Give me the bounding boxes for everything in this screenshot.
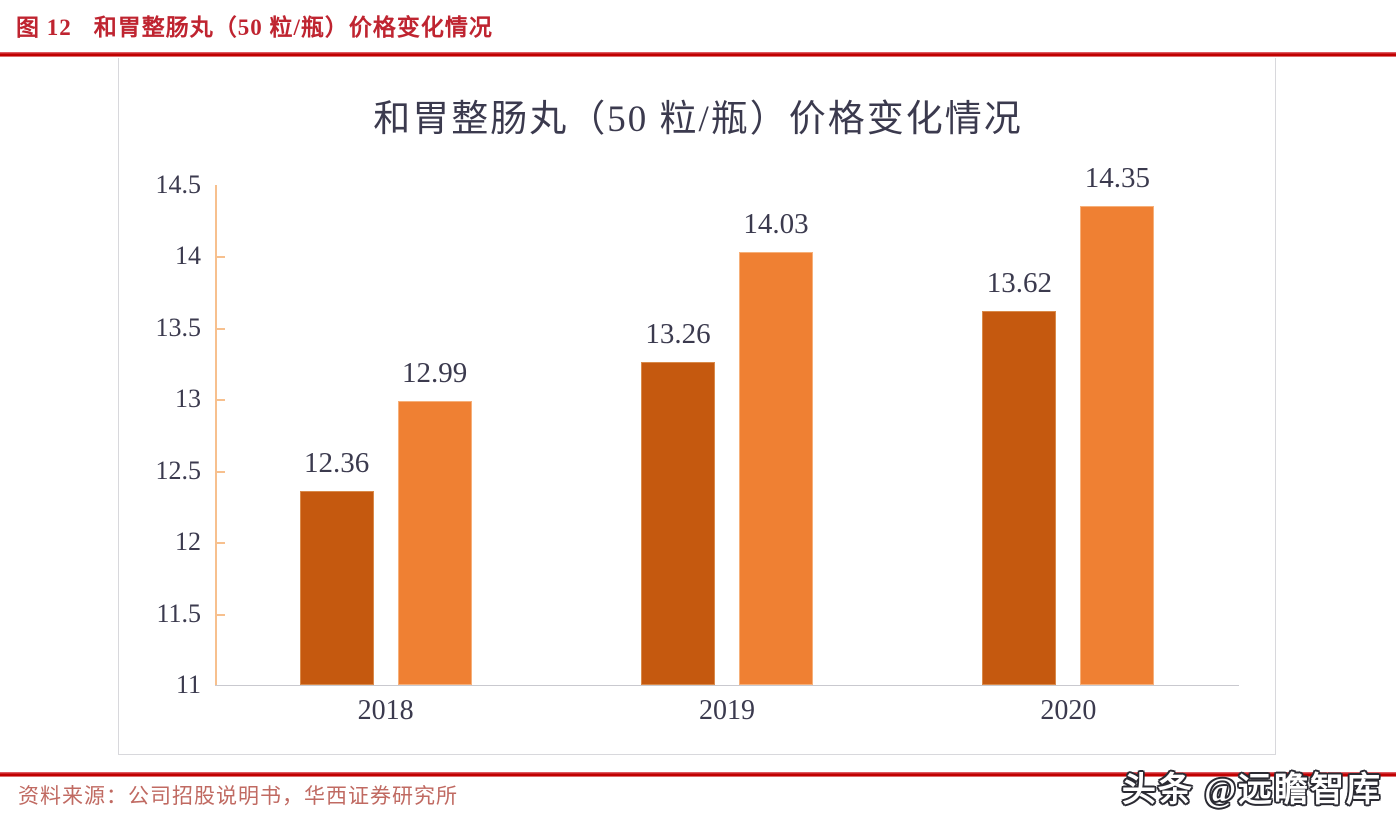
y-axis-tick-mark: [217, 327, 225, 330]
bar-2019-series-dark: [641, 362, 715, 685]
x-axis-tick-label: 2019: [699, 695, 755, 726]
y-axis-tick-mark: [217, 256, 225, 259]
bar-2020-series-dark: [982, 310, 1057, 685]
y-axis-tick-label: 14: [175, 241, 201, 271]
x-axis-baseline: [215, 685, 1239, 686]
bar-2018-series-dark: [299, 490, 374, 685]
chart-container: 和胃整肠丸（50 粒/瓶）价格变化情况 11 11.5 12 12.5 13 13.5 14…: [118, 58, 1276, 755]
bar-2020-series-light: [1080, 206, 1155, 685]
header-divider-rule: [0, 52, 1396, 57]
y-axis-tick-mark: [217, 613, 225, 616]
bar-2018-series-light: [397, 400, 472, 685]
bar-value-label: 13.26: [645, 318, 711, 351]
y-axis-tick-label: 13: [175, 384, 201, 414]
bar-value-label: 13.62: [986, 266, 1052, 299]
x-axis-tick-label: 2018: [357, 695, 414, 726]
bar-2019-series-light: [739, 252, 813, 685]
y-axis-tick-label: 12: [175, 527, 201, 557]
bar-value-label: 14.35: [1084, 162, 1150, 195]
figure-header: 图 12 和胃整肠丸（50 粒/瓶）价格变化情况: [0, 0, 1396, 58]
plot-area: 11 11.5 12 12.5 13 13.5 14 14.5 12.36 12.99 13.26…: [119, 58, 1277, 755]
figure-title: 和胃整肠丸（50 粒/瓶）价格变化情况: [93, 15, 493, 40]
y-axis-line: [215, 185, 217, 686]
figure-number: 图 12: [16, 15, 72, 40]
x-axis-tick-label: 2020: [1040, 695, 1097, 726]
y-axis-tick-label: 13.5: [155, 312, 202, 342]
y-axis-tick-mark: [217, 470, 225, 473]
y-axis-tick-label: 11.5: [156, 598, 201, 628]
footer-divider-rule: [0, 772, 1396, 777]
y-axis-tick-label: 14.5: [155, 170, 202, 199]
bar-value-label: 14.03: [743, 208, 809, 241]
bar-value-label: 12.99: [402, 356, 468, 389]
bar-value-label: 12.36: [304, 446, 370, 479]
y-axis-tick-mark: [217, 399, 225, 402]
figure-caption: 图 12 和胃整肠丸（50 粒/瓶）价格变化情况: [16, 8, 493, 42]
source-note: 资料来源：公司招股说明书，华西证券研究所: [18, 784, 458, 808]
y-axis-tick-label: 12.5: [155, 455, 202, 485]
watermark-logo: 头条 @远瞻智库: [1121, 772, 1382, 809]
chart-title: 和胃整肠丸（50 粒/瓶）价格变化情况: [373, 99, 1023, 140]
y-axis-tick-mark: [217, 542, 225, 545]
y-axis-tick-label: 11: [175, 670, 201, 699]
